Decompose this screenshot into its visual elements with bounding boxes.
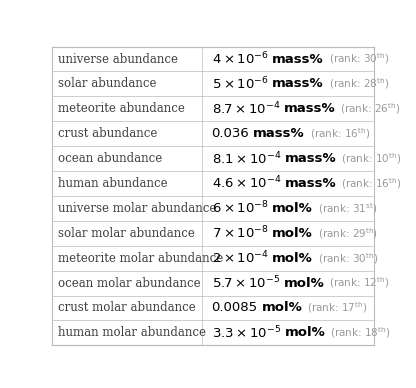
Text: mol%: mol% — [284, 277, 324, 289]
Text: (rank: 18$^{\mathregular{th}}$): (rank: 18$^{\mathregular{th}}$) — [330, 326, 390, 340]
Text: (rank: 26$^{\mathregular{th}}$): (rank: 26$^{\mathregular{th}}$) — [340, 101, 401, 116]
Text: meteorite molar abundance: meteorite molar abundance — [58, 252, 224, 265]
Text: solar abundance: solar abundance — [58, 77, 157, 90]
Text: mol%: mol% — [262, 301, 302, 315]
Text: $7\times10^{-8}$: $7\times10^{-8}$ — [212, 225, 268, 242]
Text: mol%: mol% — [272, 227, 313, 240]
Text: (rank: 10$^{\mathregular{th}}$): (rank: 10$^{\mathregular{th}}$) — [342, 151, 401, 166]
Text: $6\times10^{-8}$: $6\times10^{-8}$ — [212, 200, 268, 217]
Text: mol%: mol% — [285, 326, 325, 340]
Text: $5.7\times10^{-5}$: $5.7\times10^{-5}$ — [212, 275, 280, 291]
Text: (rank: 12$^{\mathregular{th}}$): (rank: 12$^{\mathregular{th}}$) — [329, 276, 389, 291]
Text: $3.3\times10^{-5}$: $3.3\times10^{-5}$ — [212, 325, 281, 341]
Text: (rank: 17$^{\mathregular{th}}$): (rank: 17$^{\mathregular{th}}$) — [307, 301, 367, 315]
Text: ocean molar abundance: ocean molar abundance — [58, 277, 201, 289]
Text: 0.0085: 0.0085 — [212, 301, 258, 315]
Text: mass%: mass% — [284, 102, 336, 115]
Text: $5\times10^{-6}$: $5\times10^{-6}$ — [212, 76, 268, 92]
Text: $8.1\times10^{-4}$: $8.1\times10^{-4}$ — [212, 150, 281, 167]
Text: mass%: mass% — [272, 77, 324, 90]
Text: $4\times10^{-6}$: $4\times10^{-6}$ — [212, 51, 268, 67]
Text: (rank: 16$^{\mathregular{th}}$): (rank: 16$^{\mathregular{th}}$) — [342, 176, 401, 191]
Text: mol%: mol% — [272, 202, 313, 215]
Text: $4.6\times10^{-4}$: $4.6\times10^{-4}$ — [212, 175, 281, 192]
Text: (rank: 30$^{\mathregular{th}}$): (rank: 30$^{\mathregular{th}}$) — [329, 52, 389, 66]
Text: mass%: mass% — [272, 52, 324, 66]
Text: ocean abundance: ocean abundance — [58, 152, 163, 165]
Text: (rank: 28$^{\mathregular{th}}$): (rank: 28$^{\mathregular{th}}$) — [329, 76, 389, 91]
Text: (rank: 29$^{\mathregular{th}}$): (rank: 29$^{\mathregular{th}}$) — [318, 226, 378, 241]
Text: (rank: 30$^{\mathregular{th}}$): (rank: 30$^{\mathregular{th}}$) — [318, 251, 378, 265]
Text: (rank: 31$^{\mathregular{st}}$): (rank: 31$^{\mathregular{st}}$) — [318, 201, 377, 216]
Text: crust molar abundance: crust molar abundance — [58, 301, 196, 315]
Text: $2\times10^{-4}$: $2\times10^{-4}$ — [212, 250, 268, 267]
Text: solar molar abundance: solar molar abundance — [58, 227, 196, 240]
Text: (rank: 16$^{\mathregular{th}}$): (rank: 16$^{\mathregular{th}}$) — [310, 126, 370, 141]
Text: mass%: mass% — [285, 152, 337, 165]
Text: mass%: mass% — [253, 127, 305, 140]
Text: universe molar abundance: universe molar abundance — [58, 202, 217, 215]
Text: mol%: mol% — [272, 252, 313, 265]
Text: $8.7\times10^{-4}$: $8.7\times10^{-4}$ — [212, 100, 280, 117]
Text: 0.036: 0.036 — [212, 127, 249, 140]
Text: crust abundance: crust abundance — [58, 127, 158, 140]
Text: universe abundance: universe abundance — [58, 52, 178, 66]
Text: meteorite abundance: meteorite abundance — [58, 102, 185, 115]
Text: human molar abundance: human molar abundance — [58, 326, 206, 340]
Text: human abundance: human abundance — [58, 177, 168, 190]
Text: mass%: mass% — [285, 177, 337, 190]
